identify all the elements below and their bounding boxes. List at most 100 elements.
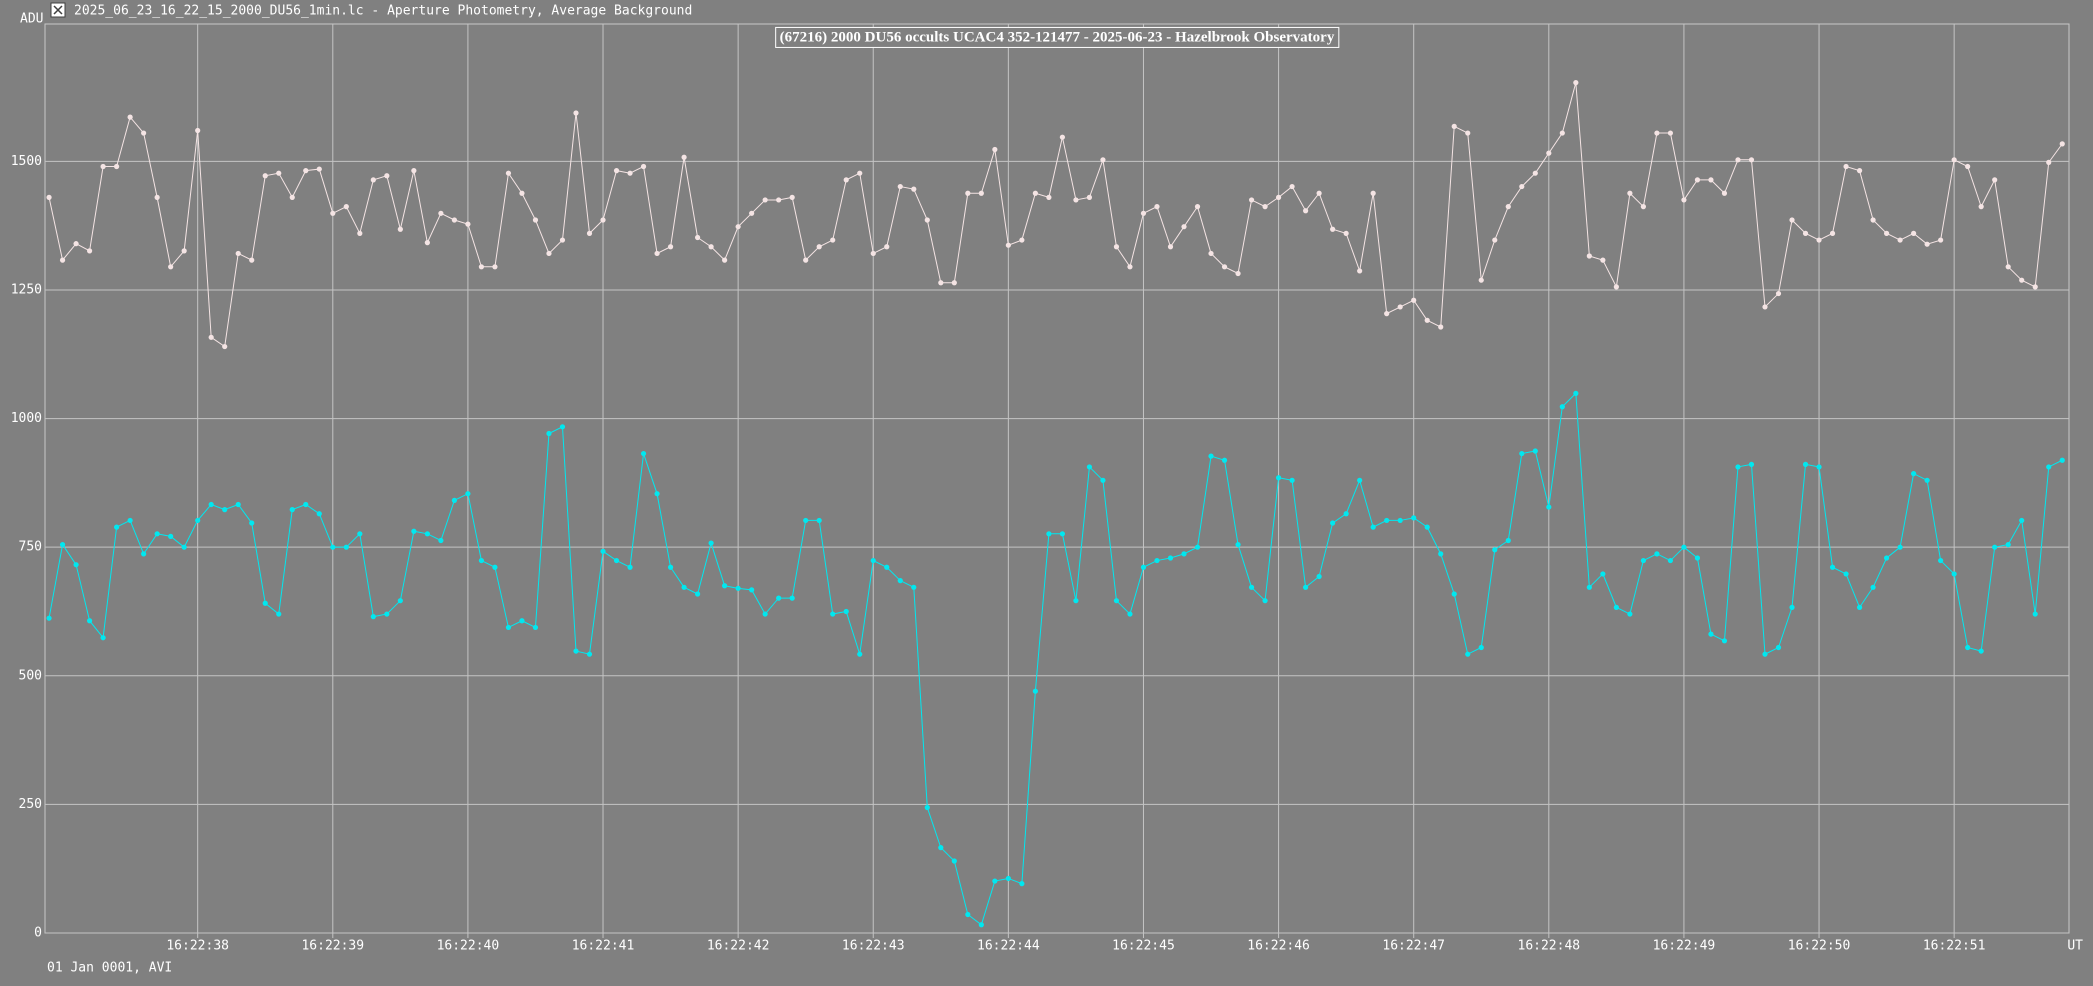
data-point	[2046, 159, 2052, 165]
data-point	[1181, 224, 1187, 230]
data-point	[424, 531, 430, 537]
data-point	[451, 497, 457, 503]
data-point	[1681, 197, 1687, 203]
data-point	[222, 343, 228, 350]
data-point	[627, 170, 633, 176]
data-point	[1762, 304, 1768, 310]
data-point	[249, 520, 255, 526]
x-tick-label: 16:22:45	[1112, 939, 1175, 954]
data-point	[1532, 448, 1538, 454]
data-point	[411, 168, 417, 174]
data-point	[532, 217, 539, 223]
data-point	[965, 911, 971, 918]
y-tick-label: 500	[19, 668, 42, 683]
x-tick-label: 16:22:43	[842, 939, 905, 954]
data-point	[1667, 557, 1674, 564]
data-point	[1113, 598, 1120, 604]
data-point	[1235, 270, 1241, 277]
data-point	[722, 583, 728, 589]
data-point	[1100, 477, 1106, 483]
data-point	[2019, 277, 2025, 283]
data-point	[897, 578, 903, 584]
data-point	[1829, 564, 1836, 570]
data-point	[1221, 457, 1228, 463]
data-point	[276, 170, 282, 176]
data-point	[316, 511, 322, 517]
data-point	[924, 217, 930, 223]
data-point	[1600, 257, 1606, 263]
data-point	[1897, 544, 1903, 550]
data-point	[1451, 123, 1457, 129]
data-point	[1519, 183, 1525, 190]
data-point	[1343, 230, 1349, 236]
data-point	[465, 491, 471, 497]
data-point	[667, 244, 674, 250]
data-point	[1748, 157, 1755, 163]
data-point	[735, 224, 741, 230]
data-point	[789, 194, 795, 200]
data-point	[776, 595, 782, 601]
data-point	[1883, 230, 1890, 236]
data-point	[492, 264, 498, 270]
title-box	[775, 26, 1340, 48]
data-point	[1870, 217, 1876, 223]
x-tick-label: 16:22:48	[1518, 939, 1581, 954]
data-point	[1721, 638, 1728, 644]
data-point	[1492, 237, 1498, 243]
data-point	[168, 533, 174, 539]
data-point	[640, 450, 647, 457]
data-point	[1005, 875, 1011, 882]
data-point	[195, 127, 201, 134]
data-point	[1248, 584, 1255, 590]
data-point	[1032, 190, 1038, 196]
data-point	[1951, 157, 1957, 163]
data-point	[1181, 551, 1187, 557]
data-point	[857, 651, 863, 657]
data-point	[938, 845, 944, 851]
data-point	[694, 591, 701, 597]
data-point	[2032, 611, 2038, 617]
data-point	[505, 170, 512, 176]
data-point	[303, 168, 309, 174]
data-point	[384, 173, 390, 179]
data-point	[249, 257, 255, 263]
data-point	[127, 114, 133, 120]
y-tick-label: 750	[19, 540, 42, 555]
footer: 01 Jan 0001, AVI	[47, 961, 172, 976]
data-point	[1208, 250, 1214, 257]
data-point	[1586, 253, 1592, 259]
data-point	[1303, 208, 1309, 214]
data-point	[262, 600, 268, 606]
data-point	[1573, 390, 1579, 396]
data-point	[86, 248, 93, 254]
data-point	[694, 234, 701, 241]
data-point	[2005, 542, 2011, 548]
data-point	[235, 501, 241, 508]
data-point	[1208, 453, 1214, 459]
data-point	[1762, 651, 1768, 657]
data-point	[1046, 194, 1052, 200]
data-point	[1978, 648, 1984, 654]
series-line	[48, 392, 2063, 926]
data-point	[1802, 461, 1809, 467]
data-point	[1113, 244, 1120, 250]
data-point	[1883, 555, 1890, 561]
data-point	[1194, 544, 1201, 550]
data-point	[1924, 477, 1930, 483]
data-point	[1843, 163, 1849, 170]
data-point	[992, 146, 998, 153]
data-point	[586, 651, 593, 657]
data-point	[1965, 163, 1971, 170]
data-point	[59, 542, 66, 548]
data-point	[73, 241, 79, 247]
data-point	[1167, 555, 1174, 561]
data-point	[195, 517, 201, 524]
data-point	[1411, 515, 1417, 521]
data-point	[789, 595, 795, 601]
data-point	[640, 163, 647, 170]
data-point	[654, 250, 660, 257]
data-point	[1154, 204, 1160, 210]
data-point	[1992, 544, 1998, 550]
data-point	[735, 585, 741, 591]
